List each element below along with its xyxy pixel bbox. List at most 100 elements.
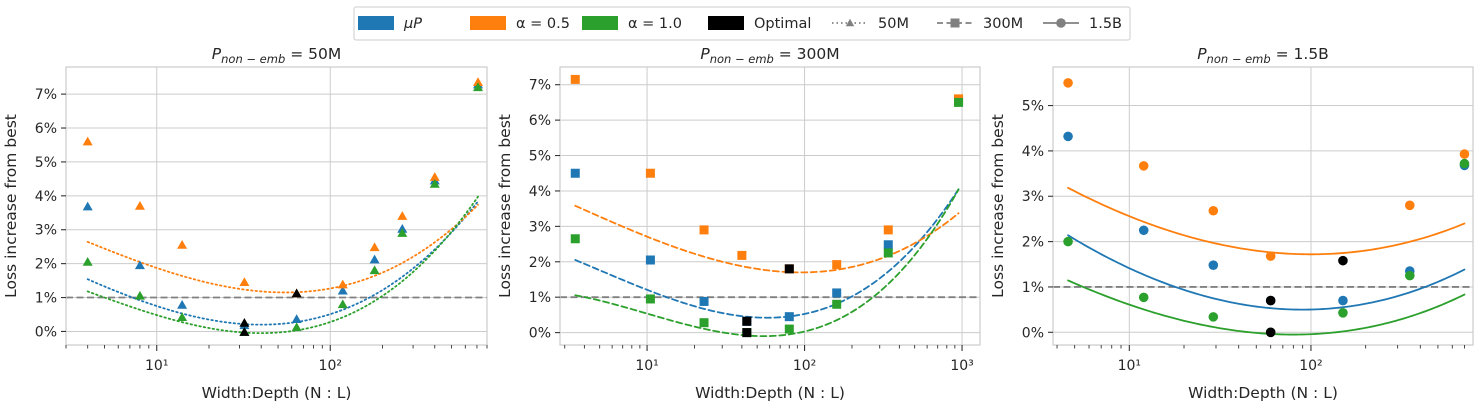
data-point-mup: [82, 201, 93, 211]
y-axis-label: Loss increase from best: [2, 114, 20, 298]
data-point-alpha10: [1338, 308, 1348, 318]
data-point-alpha10: [291, 322, 302, 332]
x-axis-label: Width:Depth (N : L): [1188, 384, 1338, 402]
y-axis: 0% 1% 2% 3% 4% 5% 6% 7%: [35, 87, 66, 340]
legend-entry: 50M: [832, 16, 909, 32]
data-point-mup: [570, 168, 580, 178]
data-point-alpha10: [699, 318, 709, 328]
optimal-point: [742, 316, 752, 326]
grid: [66, 67, 487, 345]
data-point-alpha05: [737, 250, 747, 260]
axes-frame: [65, 66, 488, 346]
data-point-alpha10: [1063, 236, 1073, 247]
data-point-mup: [883, 240, 893, 250]
x-axis: 10¹ 10²: [65, 345, 488, 374]
legend-label: α = 0.5: [516, 16, 570, 32]
data-point-alpha05: [570, 74, 580, 84]
x-axis: 10¹ 10²: [1056, 345, 1465, 374]
data-point-alpha05: [369, 242, 380, 252]
data-point-alpha10: [1404, 270, 1415, 281]
panel-title: Pnon − emb = 1.5B: [1197, 45, 1329, 66]
fit-curve-mup: [1067, 234, 1466, 311]
legend-swatch: [358, 16, 394, 30]
data-point-mup: [369, 254, 380, 264]
markers: [570, 74, 964, 338]
data-point-mup: [699, 296, 709, 306]
x-axis: 10¹ 10² 10³: [564, 345, 974, 374]
data-point-alpha05: [177, 239, 188, 249]
legend-label: μP: [403, 16, 422, 32]
legend-marker: [845, 18, 855, 27]
data-point-alpha05: [1459, 149, 1470, 159]
legend-entry: α = 1.0: [582, 16, 682, 32]
data-point-alpha05: [429, 172, 440, 181]
y-tick-label: 6%: [529, 113, 551, 129]
data-point-alpha10: [397, 228, 408, 237]
data-point-alpha05: [883, 225, 893, 235]
panel-2: 10¹ 10² 10³ 0% 1% 2% 3% 4% 5% 6% 7% Pnon − emb = 30…: [496, 45, 981, 402]
y-tick-label: 4%: [1022, 144, 1044, 160]
fit-curve-alpha05: [86, 203, 479, 294]
y-tick-label: 4%: [529, 184, 551, 200]
data-point-alpha10: [645, 294, 655, 304]
legend-label: 50M: [878, 16, 909, 32]
data-point-alpha05: [699, 225, 709, 235]
axes-frame: [559, 66, 981, 346]
data-point-alpha05: [473, 77, 484, 87]
y-tick-label: 7%: [35, 87, 57, 103]
data-point-alpha10: [784, 324, 794, 334]
x-tick-label: 10¹: [1118, 358, 1141, 374]
y-tick-label: 0%: [1022, 325, 1044, 341]
grid: [560, 67, 980, 345]
optimal-point: [1265, 327, 1276, 338]
data-point-alpha05: [1208, 205, 1219, 216]
data-point-alpha05: [1404, 200, 1415, 211]
markers: [1063, 78, 1470, 338]
y-tick-label: 7%: [529, 78, 551, 94]
y-tick-label: 3%: [35, 223, 57, 239]
optimal-point: [784, 264, 794, 274]
y-tick-label: 5%: [35, 155, 57, 171]
y-tick-label: 2%: [1022, 235, 1044, 251]
y-tick-label: 1%: [35, 291, 57, 307]
data-point-mup: [134, 260, 145, 270]
legend-entry: Optimal: [708, 16, 811, 32]
panel-title: Pnon − emb = 300M: [700, 45, 839, 66]
data-point-alpha05: [337, 279, 348, 289]
axes-frame: [1052, 66, 1474, 346]
x-tick-label: 10²: [1299, 358, 1322, 374]
data-point-alpha05: [82, 136, 93, 146]
data-point-alpha10: [473, 82, 484, 92]
data-point-alpha05: [1063, 78, 1073, 88]
panel-title: Pnon − emb = 50M: [212, 45, 341, 66]
fit-curve-mup: [574, 188, 960, 319]
y-tick-label: 5%: [529, 149, 551, 165]
optimal-point: [239, 317, 250, 327]
y-tick-label: 1%: [1022, 280, 1044, 296]
legend-swatch: [470, 16, 506, 30]
x-tick-label: 10²: [319, 358, 342, 374]
legend-entry: α = 0.5: [470, 16, 570, 32]
data-point-alpha10: [954, 97, 964, 107]
data-point-mup: [291, 314, 302, 323]
legend-entry: 1.5B: [1043, 16, 1122, 32]
data-point-alpha10: [429, 178, 440, 188]
legend-label: 1.5B: [1089, 16, 1122, 32]
data-point-alpha10: [1208, 312, 1219, 322]
data-point-mup: [1208, 260, 1219, 270]
data-point-alpha05: [832, 260, 842, 270]
fit-curves: [574, 188, 960, 338]
data-point-alpha05: [134, 201, 145, 210]
y-axis: 0% 1% 2% 3% 4% 5%: [1022, 99, 1053, 341]
legend-entry: μP: [358, 16, 422, 32]
fit-curve-alpha10: [86, 195, 479, 335]
data-point-alpha10: [1459, 158, 1470, 169]
legend-label: 300M: [983, 16, 1023, 32]
data-point-mup: [337, 285, 348, 295]
fit-curve-alpha05: [574, 204, 960, 274]
legend-label: α = 1.0: [628, 16, 682, 32]
data-point-alpha05: [239, 277, 250, 287]
legend-swatch: [708, 16, 744, 30]
data-point-alpha10: [337, 299, 348, 309]
data-point-alpha10: [177, 312, 188, 321]
